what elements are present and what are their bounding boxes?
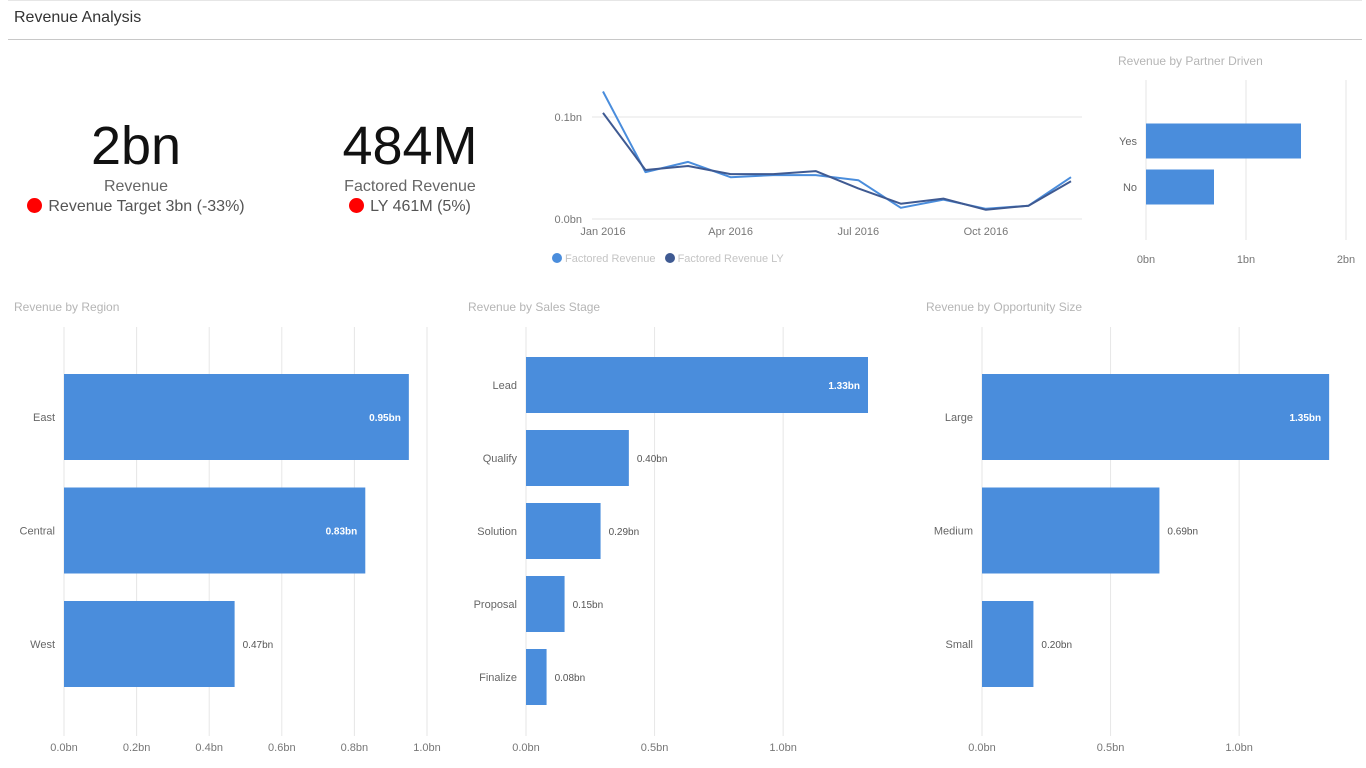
legend-dot-icon — [664, 253, 675, 263]
partner-x-tick-label: 0bn — [1137, 254, 1155, 266]
stage-bar-lead[interactable] — [526, 357, 868, 413]
size-bar-large[interactable] — [982, 374, 1330, 460]
stage-bar-solution[interactable] — [526, 503, 601, 559]
region-x-tick-label: 0.0bn — [50, 742, 78, 754]
stage-bar-proposal[interactable] — [526, 576, 565, 632]
partner-x-tick-label: 1bn — [1237, 254, 1255, 266]
region-bar-central[interactable] — [64, 487, 366, 574]
trend-x-tick-label: Oct 2016 — [964, 226, 1009, 238]
size-data-label: 1.35bn — [1289, 413, 1321, 424]
partner-category-label: Yes — [1119, 136, 1137, 148]
size-bar-small[interactable] — [982, 601, 1034, 687]
stage-data-label: 0.29bn — [609, 527, 640, 538]
trend-x-tick-label: Jul 2016 — [837, 226, 879, 238]
kpi-label: Factored Revenue — [344, 178, 476, 195]
region-x-tick-label: 0.2bn — [123, 742, 151, 754]
legend-dot-icon — [552, 253, 562, 263]
kpi-status-text: LY 461M (5%) — [370, 198, 471, 215]
region-category-label: West — [30, 639, 55, 651]
region-data-label: 0.83bn — [326, 527, 358, 538]
stage-category-label: Finalize — [479, 672, 517, 684]
kpi-status: Revenue Target 3bn (-33%) — [16, 198, 256, 216]
size-data-label: 0.20bn — [1041, 640, 1072, 651]
size-bar-medium[interactable] — [982, 487, 1160, 574]
stage-bar-finalize[interactable] — [526, 649, 547, 705]
stage-x-tick-label: 0.0bn — [512, 742, 540, 754]
page-title: Revenue Analysis — [14, 9, 142, 26]
trend-y-tick-label: 0.1bn — [554, 112, 582, 124]
region-bar-east[interactable] — [64, 374, 409, 460]
size-category-label: Large — [945, 412, 973, 424]
chart-title-size: Revenue by Opportunity Size — [926, 300, 1083, 314]
partner-category-label: No — [1123, 182, 1137, 194]
status-dot-icon — [349, 198, 365, 213]
region-x-tick-label: 1.0bn — [413, 742, 441, 754]
partner-x-tick-label: 2bn — [1337, 254, 1355, 266]
region-category-label: Central — [20, 526, 55, 538]
chart-title-region: Revenue by Region — [14, 300, 120, 314]
legend-label: Factored Revenue LY — [677, 253, 784, 265]
stage-data-label: 0.15bn — [573, 600, 604, 611]
legend-item-factored-revenue[interactable]: Factored Revenue — [552, 253, 656, 265]
size-x-tick-label: 1.0bn — [1225, 742, 1253, 754]
stage-category-label: Solution — [477, 526, 517, 538]
title-bar: Revenue Analysis — [8, 0, 1362, 40]
size-x-tick-label: 0.0bn — [968, 742, 996, 754]
size-x-tick-label: 0.5bn — [1097, 742, 1125, 754]
region-data-label: 0.47bn — [243, 640, 274, 651]
region-category-label: East — [33, 412, 55, 424]
chart-title-stage: Revenue by Sales Stage — [468, 300, 601, 314]
kpi-label: Revenue — [103, 178, 169, 195]
kpi-value: 2bn — [90, 116, 182, 176]
partner-bar-yes[interactable] — [1146, 123, 1301, 159]
stage-x-tick-label: 0.5bn — [641, 742, 669, 754]
stage-bar-qualify[interactable] — [526, 430, 629, 486]
size-category-label: Medium — [934, 526, 973, 538]
trend-y-tick-label: 0.0bn — [554, 214, 582, 226]
legend-item-factored-revenue-ly[interactable]: Factored Revenue LY — [664, 253, 784, 265]
legend-label: Factored Revenue — [565, 253, 656, 265]
kpi-status: LY 461M (5%) — [300, 198, 520, 216]
region-x-tick-label: 0.4bn — [195, 742, 223, 754]
region-x-tick-label: 0.8bn — [341, 742, 369, 754]
kpi-status-text: Revenue Target 3bn (-33%) — [48, 198, 245, 215]
stage-data-label: 0.40bn — [637, 454, 668, 465]
stage-data-label: 0.08bn — [555, 673, 586, 684]
line-chart-legend: Factored Revenue Factored Revenue LY — [552, 253, 790, 265]
region-x-tick-label: 0.6bn — [268, 742, 296, 754]
kpi-value: 484M — [342, 116, 478, 176]
kpi-card-factored-revenue[interactable]: 484M Factored Revenue LY 461M (5%) — [300, 116, 520, 216]
stage-category-label: Qualify — [483, 453, 518, 465]
trend-line-factored-revenue-ly[interactable] — [602, 112, 1072, 211]
size-data-label: 0.69bn — [1167, 527, 1198, 538]
stage-data-label: 1.33bn — [828, 381, 860, 392]
trend-x-tick-label: Jan 2016 — [580, 226, 625, 238]
stage-category-label: Lead — [493, 380, 517, 392]
stage-x-tick-label: 1.0bn — [769, 742, 797, 754]
chart-title-partner: Revenue by Partner Driven — [1118, 54, 1263, 68]
region-bar-west[interactable] — [64, 601, 235, 687]
trend-line-factored-revenue[interactable] — [602, 91, 1072, 210]
status-dot-icon — [27, 198, 43, 213]
kpi-card-revenue[interactable]: 2bn Revenue Revenue Target 3bn (-33%) — [16, 116, 256, 216]
trend-x-tick-label: Apr 2016 — [708, 226, 753, 238]
size-category-label: Small — [945, 639, 973, 651]
partner-bar-no[interactable] — [1146, 169, 1214, 205]
region-data-label: 0.95bn — [369, 413, 401, 424]
stage-category-label: Proposal — [474, 599, 517, 611]
